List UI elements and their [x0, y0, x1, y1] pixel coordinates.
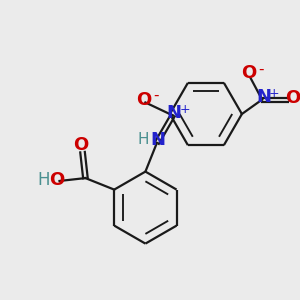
- Text: O: O: [242, 64, 257, 82]
- Text: +: +: [269, 87, 280, 100]
- Text: H: H: [137, 132, 149, 147]
- Text: O: O: [49, 170, 64, 188]
- Text: +: +: [180, 103, 190, 116]
- Text: N: N: [167, 103, 182, 122]
- Text: -: -: [258, 62, 263, 77]
- Text: -: -: [154, 88, 159, 103]
- Text: H: H: [38, 170, 50, 188]
- Text: O: O: [74, 136, 89, 154]
- Text: O: O: [285, 89, 300, 107]
- Text: N: N: [151, 131, 166, 149]
- Text: O: O: [136, 91, 152, 109]
- Text: N: N: [256, 88, 271, 106]
